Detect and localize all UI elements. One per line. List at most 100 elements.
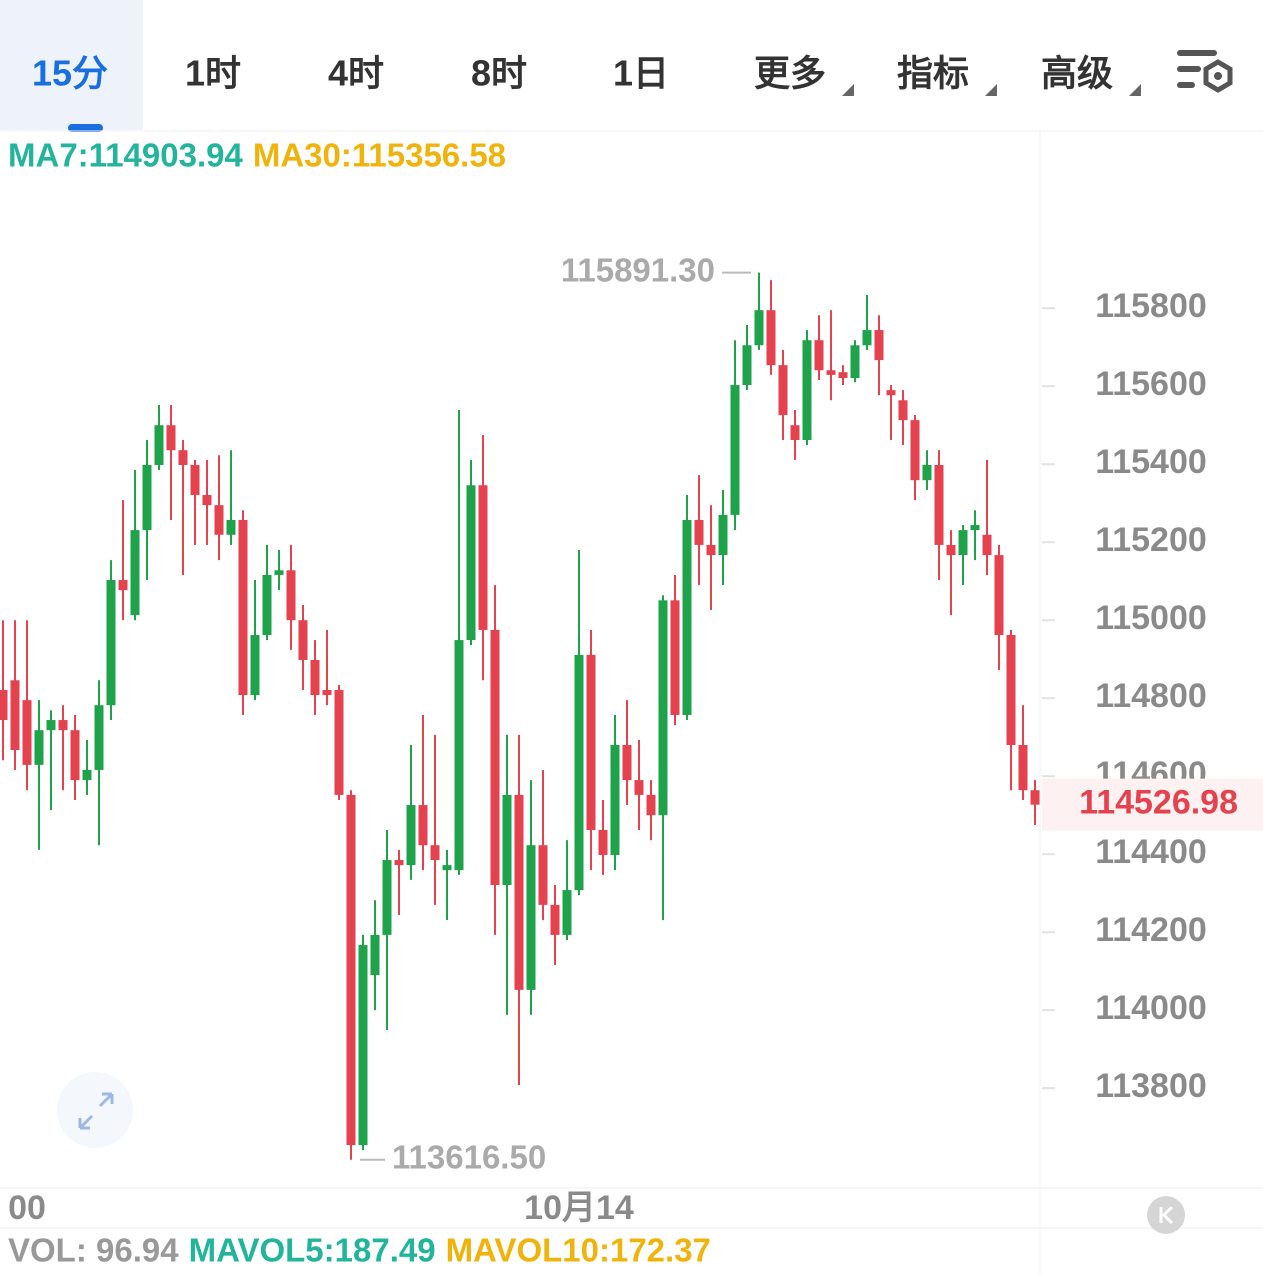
candle-body xyxy=(790,425,800,441)
x-tick-label: 00 xyxy=(8,1189,46,1227)
candle-body xyxy=(190,464,200,496)
candle-body xyxy=(898,400,908,421)
candle-body xyxy=(706,544,716,556)
candle-body xyxy=(502,794,512,885)
last-price-tag xyxy=(1042,778,1263,831)
candle-body xyxy=(586,654,596,831)
candle-body xyxy=(514,794,524,990)
candle-body xyxy=(34,730,44,765)
settings-icon[interactable] xyxy=(1177,50,1233,93)
y-tick-label: 114200 xyxy=(1095,911,1207,949)
candle-body xyxy=(346,794,356,1146)
candle-body xyxy=(10,680,20,751)
candle-body xyxy=(334,690,344,795)
candle-body xyxy=(118,580,128,591)
candle-body xyxy=(406,805,416,866)
candle-body xyxy=(814,340,824,371)
y-tick-label: 115200 xyxy=(1095,521,1207,559)
tab[interactable]: 1日 xyxy=(613,53,669,94)
legend-entry: MA7:114903.94 xyxy=(8,137,243,174)
candle-body xyxy=(598,830,608,855)
legend-entry: MA30:115356.58 xyxy=(253,137,506,174)
candle-body xyxy=(46,720,56,731)
candle-body xyxy=(670,600,680,715)
candle-body xyxy=(658,600,668,816)
candle-body xyxy=(382,860,392,935)
candle-body xyxy=(562,890,572,935)
candle-body xyxy=(106,580,116,706)
candle-body xyxy=(610,744,620,855)
y-tick-label: 113800 xyxy=(1095,1067,1207,1105)
active-tab-underline xyxy=(68,124,103,132)
icon-bar xyxy=(1177,50,1217,56)
candle-body xyxy=(322,690,332,696)
scroll-end-button[interactable] xyxy=(1147,1196,1185,1234)
candle-body xyxy=(166,425,176,451)
candle-body xyxy=(730,385,740,515)
candle-body xyxy=(82,769,92,781)
candle-body xyxy=(994,555,1004,636)
candle-body xyxy=(58,720,68,731)
candle-body xyxy=(310,659,320,696)
icon-hex xyxy=(1203,59,1233,93)
candle-body xyxy=(850,345,860,379)
candle-body xyxy=(838,372,848,379)
y-tick-label: 115400 xyxy=(1095,443,1207,481)
volume-legend: MAVOL5:187.49 xyxy=(189,1232,436,1269)
candle-body xyxy=(742,345,752,386)
candle-body xyxy=(430,845,440,861)
dropdown-caret xyxy=(842,84,854,96)
y-tick-label: 114000 xyxy=(1095,989,1207,1027)
tab[interactable]: 1时 xyxy=(185,53,241,94)
last-price-label: 114526.98 xyxy=(1079,784,1238,822)
candle-body xyxy=(358,945,368,1146)
candle-body xyxy=(22,700,32,765)
candle-body xyxy=(766,310,776,366)
candle-body xyxy=(754,310,764,346)
candle-body xyxy=(982,534,992,556)
candle-body xyxy=(490,629,500,885)
candle-body xyxy=(646,794,656,816)
volume-legend: MAVOL10:172.37 xyxy=(446,1232,711,1269)
candle-body xyxy=(886,390,896,396)
candle-body xyxy=(1018,744,1028,791)
candle-body xyxy=(478,485,488,630)
expand-button[interactable] xyxy=(57,1072,133,1148)
candle-body xyxy=(142,464,152,531)
candle-body xyxy=(862,330,872,346)
candle-body xyxy=(538,845,548,905)
tab[interactable]: 高级 xyxy=(1041,53,1113,94)
expand-bg xyxy=(57,1072,133,1148)
candle-body xyxy=(442,865,452,871)
tab[interactable]: 指标 xyxy=(897,53,969,94)
candle-body xyxy=(274,570,284,575)
candle-body xyxy=(574,654,584,891)
candle-body xyxy=(934,464,944,545)
candle-body xyxy=(226,519,236,535)
candle-body xyxy=(946,544,956,556)
tab[interactable]: 更多 xyxy=(754,53,826,94)
tab[interactable]: 8时 xyxy=(471,53,527,94)
candle-body xyxy=(1006,635,1016,745)
x-tick-label: 10月14 xyxy=(524,1189,634,1227)
candle-body xyxy=(778,365,788,416)
icon-bar xyxy=(1177,82,1195,88)
candle-body xyxy=(154,425,164,465)
y-tick-label: 115800 xyxy=(1095,287,1207,325)
candle-body xyxy=(634,780,644,795)
tab[interactable]: 4时 xyxy=(328,53,384,94)
candle-body xyxy=(550,904,560,935)
tab[interactable]: 15分 xyxy=(32,53,108,94)
candle-body xyxy=(0,690,8,721)
candle-body xyxy=(466,485,476,641)
candle-body xyxy=(370,934,380,976)
icon-dot xyxy=(1214,72,1222,80)
candle-body xyxy=(286,570,296,621)
candle-body xyxy=(910,420,920,481)
y-tick-label: 115000 xyxy=(1095,599,1207,637)
candle-body xyxy=(394,860,404,866)
candle-body xyxy=(130,530,140,616)
candle-body xyxy=(622,744,632,781)
